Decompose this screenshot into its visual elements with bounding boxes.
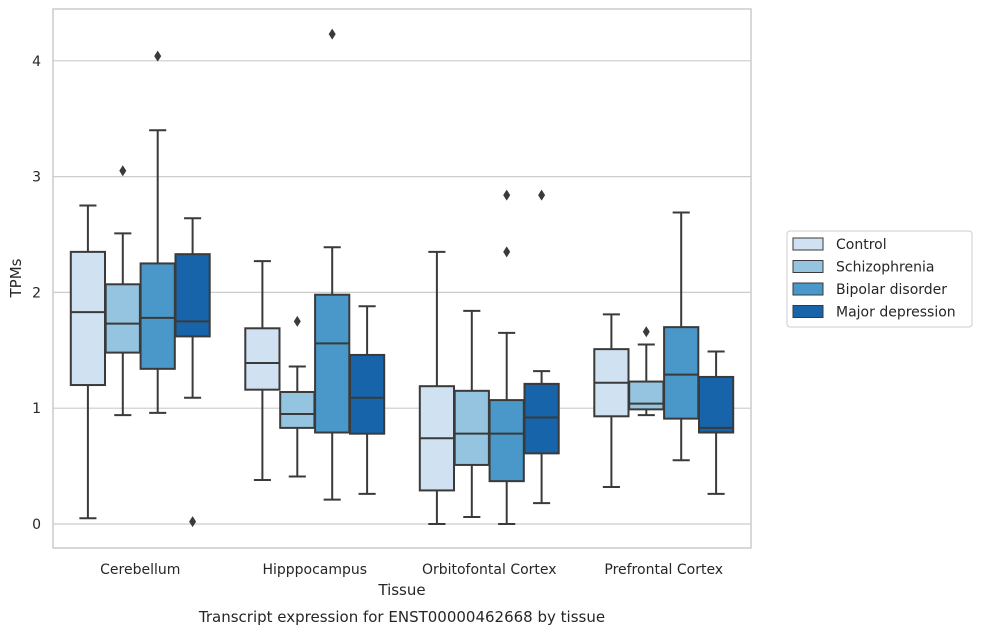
outlier-marker [328,28,336,40]
box-major-depression-orbitofontal-cortex [523,189,560,505]
y-axis-ticks: 0 1 2 3 4 [32,54,41,533]
chart-caption: Transcript expression for ENST0000046266… [198,608,605,626]
box-control-hipppocampus [244,260,281,481]
box-body [523,382,560,455]
y-tick-label: 0 [32,517,41,533]
box-body [314,293,351,434]
box-body [697,375,735,434]
legend: Control Schizophrenia Bipolar disorder Majo… [786,230,973,328]
outlier-marker [503,246,511,258]
box-schizophrenia-orbitofontal-cortex [453,309,490,519]
legend-swatch-schizophrenia [792,260,824,273]
legend-label-control: Control [836,237,887,253]
box-body [663,326,700,420]
box-schizophrenia-prefrontal-cortex [628,326,665,417]
x-tick-label: Prefrontal Cortex [604,562,723,578]
y-axis-label: TPMs [7,258,25,298]
legend-label-bipolar-disorder: Bipolar disorder [836,282,947,298]
outlier-marker [503,189,511,201]
outlier-marker [189,516,197,528]
box-schizophrenia-cerebellum [104,165,141,417]
box-bipolar-disorder-hipppocampus [314,28,351,501]
legend-swatch-control [792,237,824,251]
box-body [69,250,107,387]
series-schizophrenia [104,165,665,519]
box-body [279,390,316,429]
box-control-orbitofontal-cortex [418,250,456,525]
outlier-marker [538,189,546,201]
legend-frame [786,230,973,328]
x-tick-label: Cerebellum [100,562,180,578]
box-body [139,262,176,370]
box-major-depression-prefrontal-cortex [697,350,735,495]
x-tick-label: Hipppocampus [262,562,367,578]
box-bipolar-disorder-orbitofontal-cortex [488,189,525,525]
box-schizophrenia-hipppocampus [279,315,316,478]
legend-label-major-depression: Major depression [836,305,956,321]
plot-area-frame [52,8,752,549]
outlier-marker [293,315,301,327]
x-axis-label: Tissue [377,581,425,599]
box-body [244,327,281,391]
box-plot-series [69,28,735,528]
box-body [174,253,211,338]
box-control-prefrontal-cortex [593,313,630,488]
y-tick-label: 2 [32,285,41,301]
outlier-marker [642,326,650,338]
y-tick-label: 3 [32,170,41,186]
box-major-depression-cerebellum [174,217,211,528]
x-axis-ticks: Cerebellum Hipppocampus Orbitofontal Corte… [100,562,723,578]
box-body [453,389,490,466]
x-tick-label: Orbitofontal Cortex [422,562,557,578]
box-body [488,399,525,483]
series-major-depression [174,189,735,528]
box-body [104,283,141,354]
legend-label-schizophrenia: Schizophrenia [836,260,934,276]
box-bipolar-disorder-cerebellum [139,50,176,414]
box-body [628,380,665,411]
legend-swatch-major-depression [792,305,824,318]
outlier-marker [154,50,162,62]
outlier-marker [119,165,127,177]
box-major-depression-hipppocampus [348,305,386,495]
legend-swatch-bipolar-disorder [792,282,824,296]
box-bipolar-disorder-prefrontal-cortex [663,211,700,462]
y-tick-label: 4 [32,54,41,70]
box-body [348,353,386,435]
y-tick-label: 1 [32,401,41,417]
box-control-cerebellum [69,204,107,520]
